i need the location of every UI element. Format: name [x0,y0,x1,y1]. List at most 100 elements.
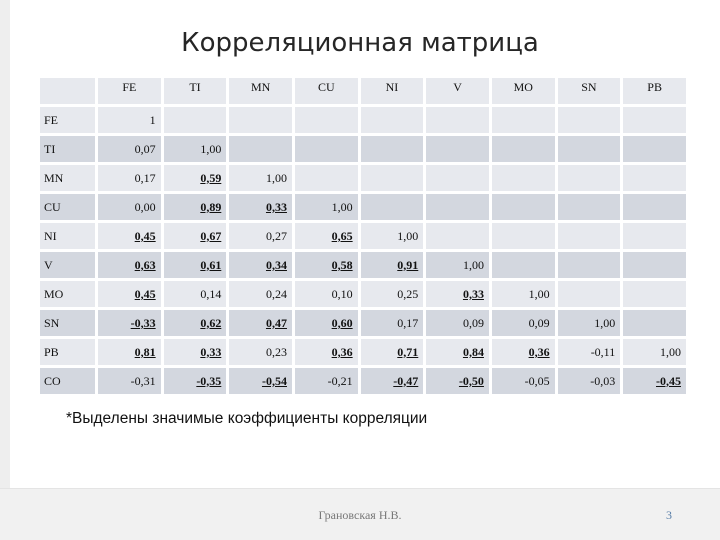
row-label: CO [37,365,98,397]
coefficient-cell: 0,25 [357,278,427,310]
coefficient-cell: 1,00 [226,162,295,194]
significant-coefficient-cell: -0,45 [620,365,689,397]
coefficient-cell: 1,00 [291,191,361,223]
significant-coefficient-cell: 0,65 [291,220,361,252]
coefficient-cell: 0,10 [291,278,361,310]
empty-cell [357,162,427,194]
significant-coefficient-cell: 0,45 [95,220,164,252]
coefficient-cell: -0,21 [291,365,361,397]
row-label: V [37,249,98,281]
significant-coefficient-cell: 0,36 [291,336,361,368]
coefficient-cell: 0,23 [226,336,295,368]
column-header: CU [291,75,361,107]
row-label: MN [37,162,98,194]
matrix-row: CU 0,00 0,89 0,33 1,00 [37,191,689,223]
empty-cell [488,162,558,194]
matrix-row: MN 0,17 0,59 1,00 [37,162,689,194]
empty-cell [620,220,689,252]
significant-coefficient-cell: 0,47 [226,307,295,339]
empty-cell [423,162,492,194]
empty-cell [291,133,361,165]
coefficient-cell: 0,24 [226,278,295,310]
matrix-row: MO 0,45 0,14 0,24 0,10 0,25 0,33 1,00 [37,278,689,310]
row-label: PB [37,336,98,368]
empty-cell [620,249,689,281]
significant-coefficient-cell: 0,89 [160,191,230,223]
empty-cell [291,104,361,136]
significant-coefficient-cell: -0,50 [423,365,492,397]
empty-cell [160,104,230,136]
matrix-header-row: FE TI MN CU NI V MO SN PB [37,75,689,107]
footer-bar [0,488,720,540]
page-number: 3 [666,508,672,522]
slide-title: Корреляционная матрица [181,28,539,58]
empty-cell [488,133,558,165]
empty-cell [357,191,427,223]
empty-cell [620,307,689,339]
coefficient-cell: -0,31 [95,365,164,397]
significant-coefficient-cell: 0,33 [423,278,492,310]
empty-cell [554,133,624,165]
coefficient-cell: 0,17 [95,162,164,194]
matrix-row: V 0,63 0,61 0,34 0,58 0,91 1,00 [37,249,689,281]
empty-cell [620,133,689,165]
significant-coefficient-cell: 0,67 [160,220,230,252]
coefficient-cell: 1,00 [554,307,624,339]
empty-cell [226,104,295,136]
matrix-row: PB 0,81 0,33 0,23 0,36 0,71 0,84 0,36 -0,11 1,00 [37,336,689,368]
empty-cell [423,133,492,165]
column-header: SN [554,75,624,107]
row-label: FE [37,104,98,136]
coefficient-cell: 1,00 [357,220,427,252]
empty-cell [554,162,624,194]
significant-coefficient-cell: 0,62 [160,307,230,339]
empty-cell [488,191,558,223]
empty-cell [554,278,624,310]
empty-cell [620,278,689,310]
significant-coefficient-cell: 0,58 [291,249,361,281]
column-header: NI [357,75,427,107]
significant-coefficient-cell: 0,33 [160,336,230,368]
empty-cell [488,249,558,281]
coefficient-cell: 1,00 [160,133,230,165]
significant-coefficient-cell: 0,71 [357,336,427,368]
row-label: CU [37,191,98,223]
correlation-matrix: FE TI MN CU NI V MO SN PB FE 1 TI 0,07 1,00 MN 0,17 0,5… [37,75,689,397]
significant-coefficient-cell: -0,33 [95,307,164,339]
empty-cell [488,104,558,136]
column-header: MO [488,75,558,107]
column-header: PB [620,75,689,107]
significant-coefficient-cell: 0,63 [95,249,164,281]
coefficient-cell: 0,00 [95,191,164,223]
coefficient-cell: 0,17 [357,307,427,339]
empty-cell [620,191,689,223]
empty-cell [554,249,624,281]
matrix-body: FE 1 TI 0,07 1,00 MN 0,17 0,59 1,00 CU 0,00 0,89 0,3… [37,104,689,397]
empty-cell [357,133,427,165]
empty-cell [620,162,689,194]
empty-cell [488,220,558,252]
significant-coefficient-cell: 0,84 [423,336,492,368]
significant-coefficient-cell: 0,33 [226,191,295,223]
significant-coefficient-cell: -0,47 [357,365,427,397]
matrix-row: NI 0,45 0,67 0,27 0,65 1,00 [37,220,689,252]
empty-cell [554,220,624,252]
empty-cell [357,104,427,136]
coefficient-cell: 0,27 [226,220,295,252]
left-decor-strip [0,0,10,540]
empty-cell [620,104,689,136]
row-label: SN [37,307,98,339]
row-label: MO [37,278,98,310]
empty-cell [291,162,361,194]
significant-coefficient-cell: 0,34 [226,249,295,281]
coefficient-cell: -0,05 [488,365,558,397]
coefficient-cell: 0,09 [423,307,492,339]
significant-coefficient-cell: 0,45 [95,278,164,310]
empty-cell [423,104,492,136]
empty-cell [226,133,295,165]
significant-coefficient-cell: 0,59 [160,162,230,194]
significant-coefficient-cell: 0,60 [291,307,361,339]
coefficient-cell: 1,00 [620,336,689,368]
coefficient-cell: 0,09 [488,307,558,339]
coefficient-cell: 0,07 [95,133,164,165]
